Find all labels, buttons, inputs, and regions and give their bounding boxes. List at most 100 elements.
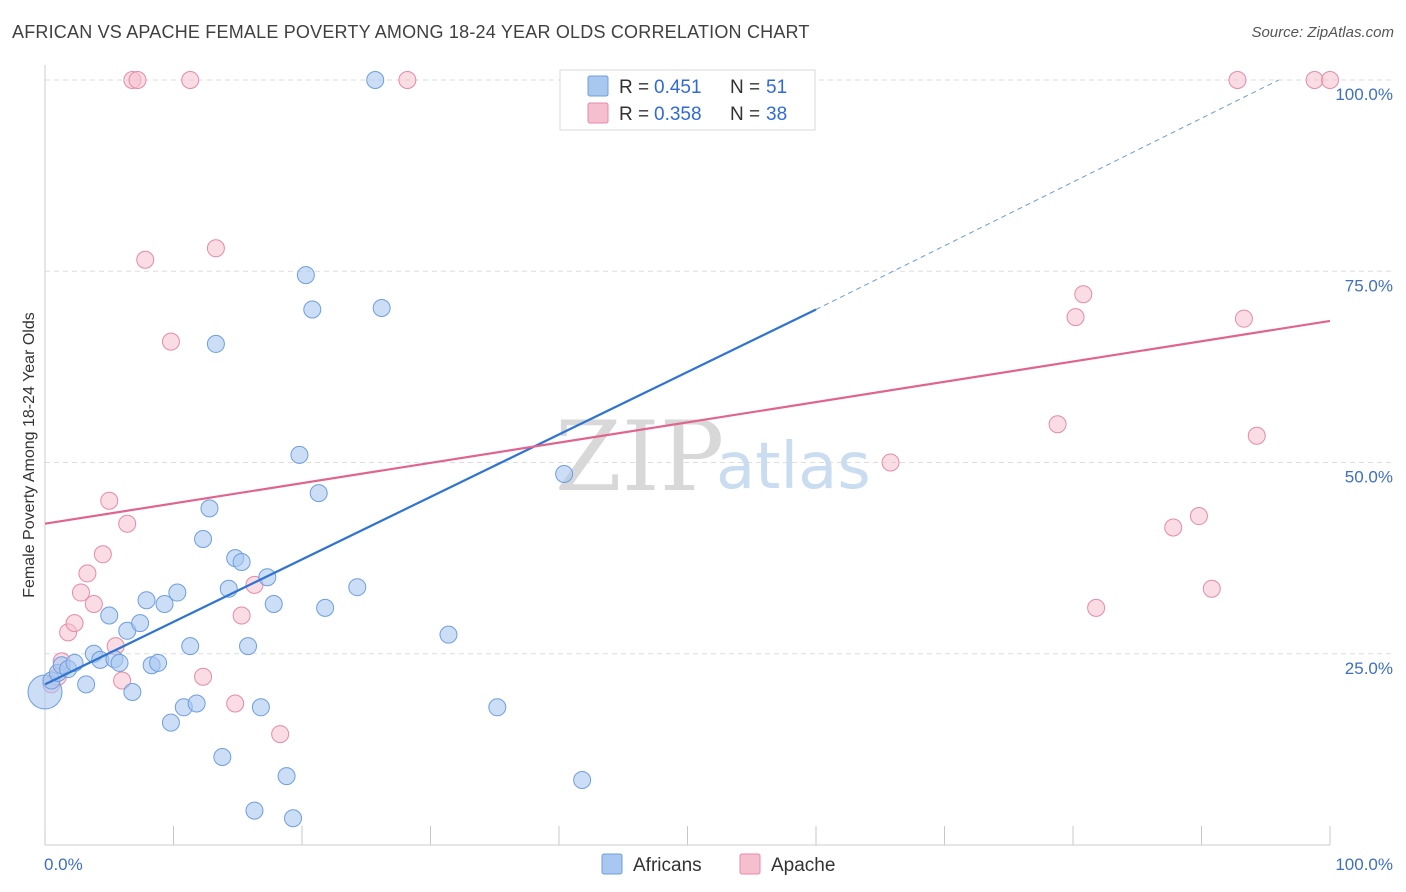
- apache-point: [881, 453, 900, 472]
- africans-point: [284, 809, 303, 828]
- africans-point: [366, 71, 385, 89]
- apache-point: [1074, 285, 1093, 304]
- apache-point: [1202, 579, 1221, 598]
- africans-point: [264, 595, 283, 614]
- africans-point: [213, 748, 232, 767]
- legend-apache-n-value: 38: [766, 104, 787, 125]
- apache-point: [1234, 309, 1253, 328]
- apache-point: [206, 239, 225, 258]
- y-tick-label: 100.0%: [1335, 85, 1393, 104]
- x-tick-label: 100.0%: [1335, 855, 1393, 874]
- legend-africans-swatch: [587, 75, 609, 97]
- legend-africans-n-label: N =: [730, 77, 760, 98]
- africans-point: [123, 683, 142, 701]
- apache-point: [398, 71, 417, 89]
- africans-point: [181, 637, 200, 656]
- apache-point: [194, 667, 213, 686]
- apache-point: [1048, 415, 1067, 434]
- apache-point: [1305, 71, 1324, 89]
- watermark-atlas: atlas: [716, 430, 871, 504]
- legend-africans-r-value: 0.451: [654, 77, 702, 98]
- africans-point: [372, 298, 391, 317]
- apache-point: [100, 491, 119, 510]
- africans-point: [137, 591, 156, 610]
- apache-point: [93, 545, 112, 564]
- africans-point: [77, 675, 96, 694]
- africans-trend-line: [44, 308, 817, 686]
- africans-point: [277, 767, 296, 786]
- africans-point: [155, 595, 174, 614]
- chart-title: AFRICAN VS APACHE FEMALE POVERTY AMONG 1…: [12, 22, 810, 42]
- apache-point: [271, 725, 290, 744]
- africans-point: [439, 625, 458, 644]
- africans-point: [348, 578, 367, 597]
- apache-point: [1087, 598, 1106, 617]
- y-tick-label: 25.0%: [1345, 659, 1393, 678]
- africans-point: [149, 653, 168, 672]
- trend-lines: [44, 79, 1331, 686]
- bottom-legend-africans-swatch: [601, 853, 623, 875]
- apache-point: [71, 583, 90, 602]
- apache-point: [1066, 308, 1085, 327]
- apache-points: [42, 71, 1339, 744]
- africans-point: [110, 653, 129, 672]
- apache-point: [1189, 507, 1208, 526]
- tick-labels: 25.0% 50.0% 75.0% 100.0% 0.0% 100.0%: [44, 85, 1393, 874]
- y-tick-label: 75.0%: [1345, 276, 1393, 295]
- apache-point: [161, 332, 180, 351]
- africans-point: [290, 445, 309, 464]
- africans-point: [206, 334, 225, 353]
- watermark-zip: ZIP: [555, 401, 724, 513]
- x-tick-label: 0.0%: [44, 855, 83, 874]
- africans-point: [245, 801, 264, 820]
- africans-point: [161, 713, 180, 732]
- axes: [44, 65, 1331, 846]
- bottom-legend-africans-label: Africans: [633, 855, 702, 876]
- apache-point: [1164, 518, 1183, 537]
- apache-point: [113, 671, 132, 690]
- legend-apache-n-label: N =: [730, 104, 760, 125]
- africans-point: [187, 694, 206, 713]
- apache-point: [65, 614, 84, 633]
- y-axis-title: Female Poverty Among 18-24 Year Olds: [21, 312, 38, 598]
- legend-apache-r-label: R =: [619, 104, 649, 125]
- africans-point: [239, 637, 258, 656]
- africans-point: [200, 499, 219, 518]
- apache-point: [1321, 71, 1339, 89]
- bottom-legend: Africans Apache: [601, 853, 835, 876]
- legend: R = 0.451 N = 51 R = 0.358 N = 38: [559, 69, 816, 131]
- legend-africans-r-label: R =: [619, 77, 649, 98]
- apache-point: [136, 250, 155, 269]
- africans-point: [555, 464, 574, 483]
- legend-apache-swatch: [587, 102, 609, 124]
- africans-point: [251, 698, 270, 717]
- apache-point: [1228, 71, 1247, 89]
- apache-point: [128, 71, 147, 89]
- bottom-legend-apache-label: Apache: [771, 855, 835, 876]
- africans-point: [131, 614, 150, 633]
- apache-trend-line: [44, 319, 1331, 525]
- africans-point: [573, 770, 592, 789]
- africans-point: [488, 698, 507, 717]
- bottom-legend-apache-swatch: [739, 853, 761, 875]
- watermark: ZIP atlas: [555, 401, 871, 513]
- africans-point: [100, 606, 119, 625]
- africans-point: [194, 530, 213, 548]
- apache-point: [84, 595, 103, 614]
- grid-lines: [45, 79, 1395, 655]
- legend-apache-r-value: 0.358: [654, 104, 702, 125]
- apache-point: [1247, 426, 1266, 445]
- africans-point: [296, 266, 315, 285]
- source-label: Source: ZipAtlas.com: [1251, 24, 1394, 41]
- africans-trend-extension: [815, 79, 1279, 310]
- legend-africans-n-value: 51: [766, 77, 787, 98]
- africans-point: [232, 552, 251, 571]
- apache-point: [181, 71, 200, 89]
- africans-point: [316, 598, 335, 617]
- apache-point: [232, 606, 251, 625]
- africans-point: [168, 583, 187, 602]
- y-tick-label: 50.0%: [1345, 468, 1393, 487]
- africans-point: [309, 484, 328, 503]
- apache-point: [226, 694, 245, 713]
